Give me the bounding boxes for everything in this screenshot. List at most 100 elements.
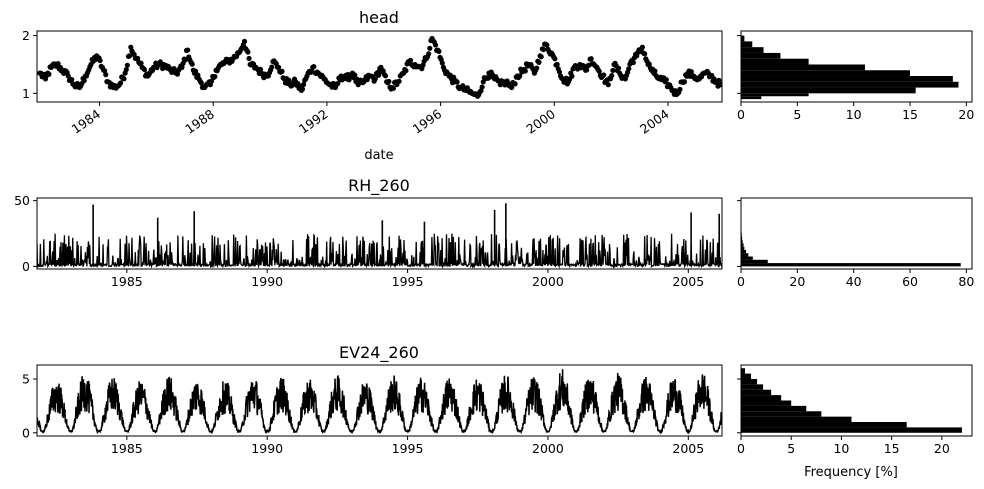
ev24-x-tick-label: 1990 <box>251 441 283 456</box>
rh260-y-tick-label: 0 <box>22 259 30 274</box>
head-hist-bar <box>741 96 762 100</box>
head-data-point <box>552 56 558 62</box>
head-data-point <box>717 82 722 88</box>
rh260-hist-axes-frame <box>740 197 973 270</box>
head-data-point <box>121 76 127 82</box>
head-hist-bar <box>741 93 809 97</box>
ev-series-group <box>37 369 722 435</box>
head-data-point <box>138 60 144 66</box>
head-data-point <box>639 44 646 50</box>
ev24-hist-x-tick-label: 10 <box>833 441 849 456</box>
head-data-point <box>652 68 658 74</box>
ev24-hist-bar <box>741 384 764 390</box>
head-data-point <box>193 68 199 74</box>
head-histogram-panel: 0 5 10 15 20 <box>737 30 974 122</box>
head-data-point <box>372 76 378 82</box>
head-data-point <box>517 73 523 79</box>
head-timeseries-panel: head date 1984 1988 1992 1996 2000 2004 1 2 <box>22 8 723 163</box>
head-data-point <box>299 86 306 92</box>
ev24-chart-title: EV24_260 <box>339 343 419 363</box>
rh260-timeseries-panel: RH_260 1985 1990 1995 2000 2005 0 50 <box>14 176 723 289</box>
head-data-point <box>454 79 460 85</box>
head-data-point <box>390 85 397 91</box>
head-data-point <box>688 69 694 75</box>
ev24-hist-bar <box>741 427 962 433</box>
ev24-hist-x-tick-label: 15 <box>884 441 900 456</box>
head-data-point <box>556 69 563 75</box>
head-data-point <box>135 55 141 61</box>
head-data-point <box>245 49 251 55</box>
head-data-point <box>626 66 632 72</box>
head-axes-frame <box>36 30 723 103</box>
ev24-hist-bar <box>741 378 758 385</box>
rh260-hist-bar <box>741 246 745 250</box>
head-data-point <box>141 66 148 73</box>
head-data-point <box>69 77 75 83</box>
head-data-point <box>540 46 547 53</box>
head-data-point <box>117 80 124 86</box>
rh260-hist-bar <box>741 263 961 267</box>
head-hist-bar <box>741 70 911 77</box>
rh260-hist-bar <box>741 236 743 241</box>
head-y-tick-label: 1 <box>22 86 30 101</box>
rh260-x-tick-label: 1985 <box>111 274 143 289</box>
head-data-point <box>382 73 389 79</box>
head-x-tick-label: 1984 <box>69 106 104 137</box>
ev24-hist-x-tick-label: 5 <box>787 441 795 456</box>
head-data-point <box>179 64 185 70</box>
head-data-point <box>311 64 317 70</box>
head-data-point <box>588 56 594 62</box>
ev24-x-tick-label: 1985 <box>111 441 143 456</box>
head-hist-bar <box>741 47 764 53</box>
head-data-point <box>630 59 636 66</box>
head-data-point <box>386 78 392 85</box>
ev24-hist-bar <box>741 368 746 374</box>
head-x-tick-label: 2000 <box>523 106 558 137</box>
head-data-point <box>536 59 542 65</box>
head-data-point <box>596 68 602 74</box>
head-x-axis-label: date <box>364 148 393 163</box>
head-data-point <box>46 71 52 77</box>
head-hist-bar <box>741 58 809 65</box>
head-data-point <box>615 65 622 71</box>
head-data-point <box>182 57 188 63</box>
ev24-x-tick-label: 2000 <box>532 441 564 456</box>
head-data-point <box>198 80 204 86</box>
head-data-point <box>185 47 191 53</box>
head-data-point <box>103 72 109 78</box>
ev24-x-tick-label: 2005 <box>672 441 704 456</box>
head-data-point <box>522 68 528 74</box>
frequency-axis-label: Frequency [%] <box>804 465 898 480</box>
head-data-point <box>460 83 466 89</box>
head-hist-x-tick-label: 0 <box>737 107 745 122</box>
ev24-hist-bar <box>741 416 852 423</box>
head-data-point <box>189 61 195 67</box>
head-hist-bar <box>741 81 959 88</box>
head-data-point <box>123 67 129 73</box>
head-data-point <box>403 68 409 74</box>
head-data-point <box>286 77 292 83</box>
head-data-point <box>241 38 248 44</box>
head-hist-bar <box>741 76 953 82</box>
head-data-point <box>601 72 607 78</box>
rh260-x-tick-label: 2000 <box>532 274 564 289</box>
head-hist-x-tick-label: 15 <box>902 107 918 122</box>
head-data-point <box>275 64 282 70</box>
head-data-point <box>569 73 575 79</box>
ev24-axes-frame <box>36 364 723 437</box>
ev24-hist-bar <box>741 389 772 396</box>
rh260-histogram-panel: 0 20 40 60 80 <box>737 197 974 289</box>
rh260-x-tick-label: 1995 <box>392 274 424 289</box>
head-data-point <box>55 60 61 67</box>
head-hist-bar <box>741 41 753 48</box>
ev24-hist-bar <box>741 400 792 406</box>
ev24-hist-bar <box>741 373 752 379</box>
head-chart-title: head <box>359 8 399 27</box>
rh260-y-tick-label: 50 <box>14 193 30 208</box>
head-data-point <box>609 72 615 79</box>
head-data-point <box>407 57 414 63</box>
head-data-point <box>81 78 87 84</box>
ev24-hist-bar <box>741 422 907 428</box>
ev24-y-tick-label: 5 <box>22 371 30 386</box>
